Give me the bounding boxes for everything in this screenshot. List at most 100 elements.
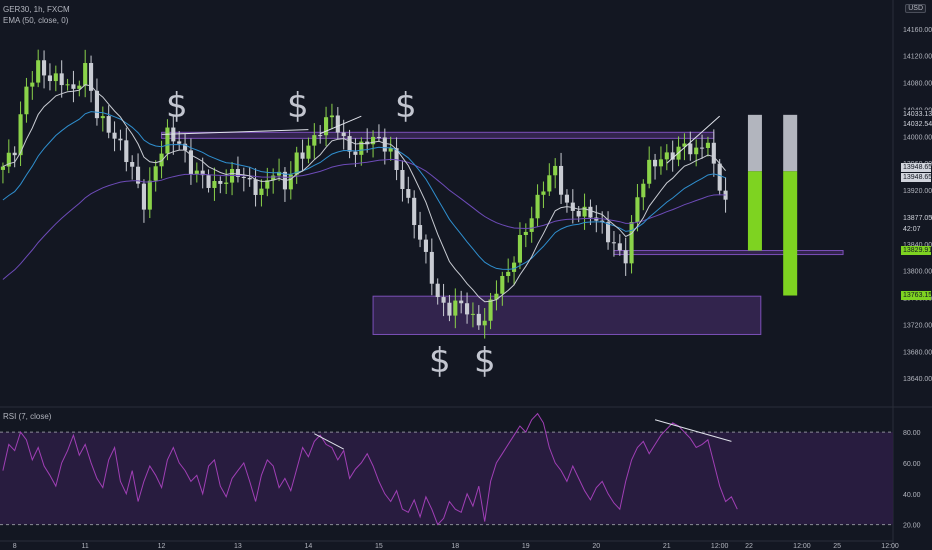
candle-body [559,165,564,195]
candle-body [347,136,352,152]
candle-body [36,60,41,83]
price-tick-label: 14120.00 [903,54,932,61]
candle-body [53,73,58,82]
candle-body [247,177,252,180]
candle-body [453,300,458,316]
candle-body [12,152,17,156]
candle-body [394,148,399,170]
support-line-zone [613,250,844,256]
price-label: 13948.65 [901,172,932,182]
candle-body [341,132,346,137]
candle-body [312,135,317,146]
candle-body [177,141,182,144]
candle-body [77,85,82,89]
candle-body [541,191,546,195]
time-tick-label: 25 [833,543,841,550]
candle-body [18,114,23,156]
rsi-line [2,412,738,526]
time-tick-label: 15 [375,543,383,550]
dollar-sign-4: $ [429,341,451,381]
candle-body [141,183,146,210]
candle-body [523,231,528,236]
candle-body [318,135,323,137]
rsi-trend-line [314,433,344,450]
candle-body [159,153,164,167]
candle-body [711,142,716,164]
candle-body [382,137,387,152]
candle-body [400,169,405,189]
target-upper-bar [747,114,762,172]
candle-body [717,163,722,191]
time-tick-label: 13 [234,543,242,550]
candle-body [83,63,88,86]
candle-body [606,222,611,243]
candle-body [506,271,511,276]
dollar-sign-3: $ [395,86,417,126]
price-tick-label: 14080.00 [903,81,932,88]
candle-body [265,180,270,189]
target-upper-bar [783,114,798,172]
ema-legend[interactable]: EMA (50, close, 0) [3,16,69,25]
candle-body [153,166,158,181]
rsi-panel [0,412,893,526]
candle-body [188,150,193,175]
candle-body [271,175,276,181]
candle-body [535,194,540,219]
candle-body [183,143,188,151]
price-label: 14032.54 [901,119,932,129]
candle-body [118,138,123,141]
candle-body [124,140,129,163]
symbol-legend[interactable]: GER30, 1h, FXCM [3,5,70,14]
candle-body [641,183,646,198]
candle-body [324,117,329,136]
candle-body [653,159,658,167]
candle-body [470,313,475,315]
candle-body [106,116,111,133]
candle-body [277,171,282,176]
candle-body [647,159,652,184]
candle-body [136,166,141,184]
price-tick-label: 14160.00 [903,27,932,34]
ema-fast-line [2,84,726,303]
trend-line [161,129,309,135]
candle-body [171,127,176,142]
time-tick-label: 12:00 [711,543,729,550]
candle-body [359,141,364,155]
ema-lines [2,84,726,303]
trend-line [666,115,721,164]
candle-body [629,221,634,264]
rsi-tick-label: 20.00 [903,523,921,530]
candle-body [288,174,293,190]
candle-body [253,179,258,195]
candle-body [412,197,417,226]
candle-body [694,147,699,155]
time-tick-label: 21 [663,543,671,550]
candle-body [588,206,593,218]
candle-body [165,127,170,154]
time-tick-label: 22 [745,543,753,550]
price-tick-label: 14000.00 [903,134,932,141]
currency-button[interactable]: USD [905,4,926,13]
candle-body [0,166,5,170]
candle-body [235,169,240,177]
candle-body [218,181,223,184]
candle-body [194,170,199,175]
time-tick-label: 11 [82,543,89,550]
candle-body [705,142,710,148]
candle-body [365,141,370,145]
candle-body [476,313,481,326]
candle-body [553,165,558,176]
candle-body [617,243,622,251]
price-tick-label: 13640.00 [903,376,932,383]
candle-body [482,320,487,326]
price-tick-label: 13720.00 [903,322,932,329]
rsi-legend[interactable]: RSI (7, close) [3,412,52,421]
trend-lines [161,115,721,164]
candle-body [517,235,522,263]
price-tick-label: 13840.00 [903,242,932,249]
candle-body [206,175,211,188]
candle-body [224,182,229,184]
candle-body [688,143,693,155]
candle-body [47,75,52,82]
